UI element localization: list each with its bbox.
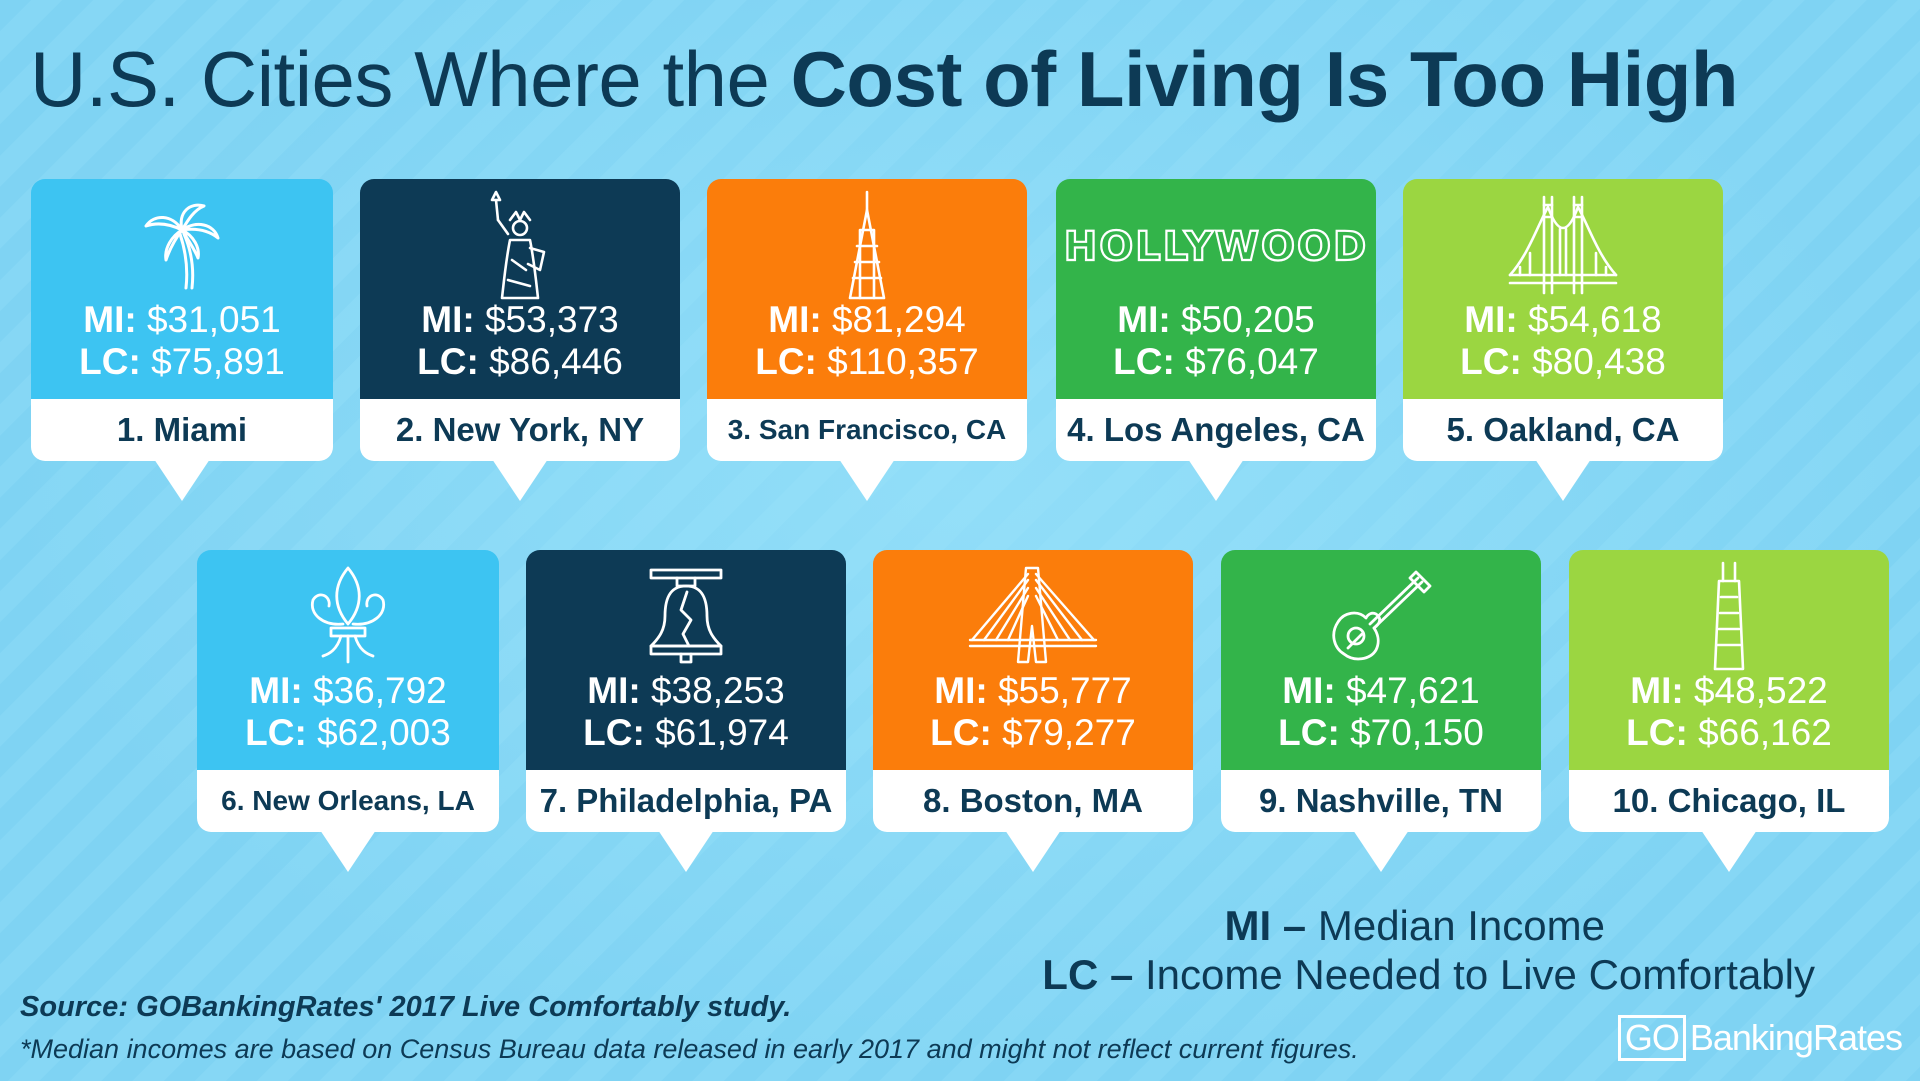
page-title: U.S. Cities Where the Cost of Living Is … <box>30 40 1910 118</box>
median-income: MI: $81,294 <box>768 299 966 340</box>
footnote: *Median incomes are based on Census Bure… <box>20 1034 1359 1064</box>
card-label: 1. Miami <box>31 399 333 501</box>
brand-rest: BankingRates <box>1689 1017 1903 1058</box>
card-label: 3. San Francisco, CA <box>707 399 1027 501</box>
median-income: MI: $38,253 <box>587 670 785 711</box>
card-top: MI: $48,522 LC: $66,162 <box>1569 550 1889 770</box>
median-income: MI: $36,792 <box>249 670 447 711</box>
median-income: MI: $53,373 <box>421 299 619 340</box>
city-name: 5. Oakland, CA <box>1446 411 1680 448</box>
city-name: 6. New Orleans, LA <box>221 785 475 816</box>
card-top: MI: $31,051 LC: $75,891 <box>31 179 333 399</box>
city-name: 4. Los Angeles, CA <box>1067 411 1365 448</box>
city-card-philadelphia: MI: $38,253 LC: $61,974 7. Philadelphia,… <box>526 550 846 872</box>
live-comfortably-income: LC: $80,438 <box>1460 341 1666 382</box>
suspension-bridge-icon <box>1403 195 1723 295</box>
live-comfortably-income: LC: $61,974 <box>583 712 789 753</box>
city-card-boston: MI: $55,777 LC: $79,277 8. Boston, MA <box>873 550 1193 872</box>
card-top: MI: $54,618 LC: $80,438 <box>1403 179 1723 399</box>
live-comfortably-income: LC: $66,162 <box>1626 712 1832 753</box>
live-comfortably-income: LC: $79,277 <box>930 712 1136 753</box>
statue-of-liberty-icon <box>360 190 680 300</box>
legend-median-income: MI – Median Income <box>1224 902 1605 949</box>
liberty-bell-icon <box>526 568 846 664</box>
city-card-chicago: MI: $48,522 LC: $66,162 10. Chicago, IL <box>1569 550 1889 872</box>
source-line: Source: GOBankingRates' 2017 Live Comfor… <box>20 991 792 1023</box>
median-income: MI: $50,205 <box>1117 299 1315 340</box>
median-income: MI: $48,522 <box>1630 670 1828 711</box>
city-card-new-york: MI: $53,373 LC: $86,446 2. New York, NY <box>360 179 680 501</box>
median-income: MI: $47,621 <box>1282 670 1480 711</box>
live-comfortably-income: LC: $70,150 <box>1278 712 1484 753</box>
card-top: MI: $55,777 LC: $79,277 <box>873 550 1193 770</box>
live-comfortably-income: LC: $76,047 <box>1113 341 1319 382</box>
city-name: 2. New York, NY <box>395 411 645 448</box>
card-top: MI: $81,294 LC: $110,357 <box>707 179 1027 399</box>
card-label: 10. Chicago, IL <box>1569 770 1889 872</box>
city-name: 7. Philadelphia, PA <box>539 782 833 819</box>
live-comfortably-income: LC: $75,891 <box>79 341 285 382</box>
card-label: 8. Boston, MA <box>873 770 1193 872</box>
city-card-oakland: MI: $54,618 LC: $80,438 5. Oakland, CA <box>1403 179 1723 501</box>
brand-go: GO <box>1617 1015 1686 1061</box>
card-label: 5. Oakland, CA <box>1403 399 1723 501</box>
card-label: 2. New York, NY <box>360 399 680 501</box>
zakim-bridge-icon <box>873 566 1193 664</box>
median-income: MI: $31,051 <box>83 299 281 340</box>
card-label: 6. New Orleans, LA <box>197 770 499 872</box>
live-comfortably-income: LC: $86,446 <box>417 341 623 382</box>
legend-live-comfortably: LC – Income Needed to Live Comfortably <box>1042 951 1815 998</box>
card-top: MI: $47,621 LC: $70,150 <box>1221 550 1541 770</box>
city-card-san-francisco: MI: $81,294 LC: $110,357 3. San Francisc… <box>707 179 1027 501</box>
city-card-new-orleans: MI: $36,792 LC: $62,003 6. New Orleans, … <box>197 550 499 872</box>
title-bold: Cost of Living Is Too High <box>790 35 1739 123</box>
brand-logo: GO BankingRates <box>1617 1015 1903 1061</box>
card-label: 7. Philadelphia, PA <box>526 770 846 872</box>
city-name: 1. Miami <box>116 411 248 448</box>
city-card-miami: MI: $31,051 LC: $75,891 1. Miami <box>31 179 333 501</box>
card-label: 9. Nashville, TN <box>1221 770 1541 872</box>
card-top: MI: $38,253 LC: $61,974 <box>526 550 846 770</box>
city-name: 9. Nashville, TN <box>1259 782 1503 819</box>
hollywood-sign-icon: HOLLYWOOD <box>1056 197 1376 293</box>
transamerica-pyramid-icon <box>707 190 1027 300</box>
median-income: MI: $54,618 <box>1464 299 1662 340</box>
card-top: MI: $53,373 LC: $86,446 <box>360 179 680 399</box>
city-name: 8. Boston, MA <box>923 782 1143 819</box>
skyscraper-icon <box>1569 561 1889 671</box>
card-label: 4. Los Angeles, CA <box>1056 399 1376 501</box>
city-card-nashville: MI: $47,621 LC: $70,150 9. Nashville, TN <box>1221 550 1541 872</box>
palm-tree-icon <box>31 197 333 293</box>
guitar-icon <box>1221 568 1541 664</box>
city-name: 10. Chicago, IL <box>1612 782 1846 819</box>
city-card-los-angeles: HOLLYWOOD MI: $50,205 LC: $76,047 4. Los… <box>1056 179 1376 501</box>
svg-text:HOLLYWOOD: HOLLYWOOD <box>1064 224 1369 270</box>
card-top: HOLLYWOOD MI: $50,205 LC: $76,047 <box>1056 179 1376 399</box>
city-name: 3. San Francisco, CA <box>727 414 1007 445</box>
title-light: U.S. Cities Where the <box>30 35 770 123</box>
live-comfortably-income: LC: $62,003 <box>245 712 451 753</box>
median-income: MI: $55,777 <box>934 670 1132 711</box>
live-comfortably-income: LC: $110,357 <box>755 341 979 382</box>
fleur-de-lis-icon <box>197 566 499 664</box>
card-top: MI: $36,792 LC: $62,003 <box>197 550 499 770</box>
